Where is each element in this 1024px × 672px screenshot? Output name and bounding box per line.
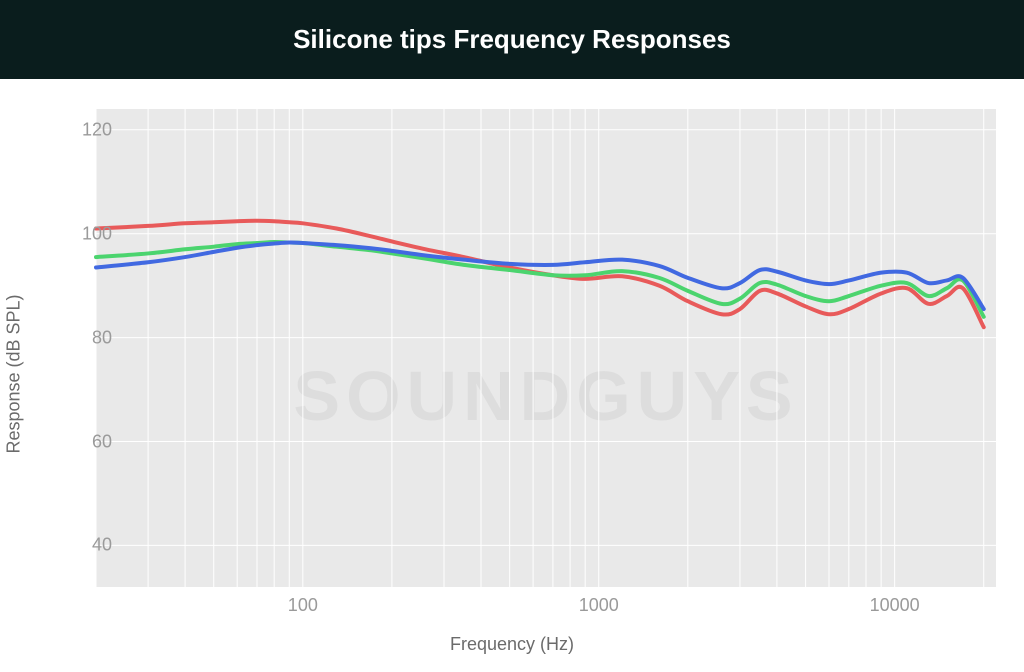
xtick-10000: 10000 bbox=[870, 595, 920, 616]
ytick-40: 40 bbox=[92, 535, 112, 556]
ytick-120: 120 bbox=[82, 119, 112, 140]
ytick-60: 60 bbox=[92, 431, 112, 452]
xtick-100: 100 bbox=[288, 595, 318, 616]
x-axis-label: Frequency (Hz) bbox=[450, 634, 574, 655]
xtick-1000: 1000 bbox=[579, 595, 619, 616]
gridlines bbox=[96, 109, 996, 587]
chart-container: Response (dB SPL) Frequency (Hz) SOUNDGU… bbox=[0, 79, 1024, 669]
plot-area: SOUNDGUYS bbox=[96, 109, 996, 587]
plot-svg bbox=[96, 109, 996, 587]
ytick-100: 100 bbox=[82, 223, 112, 244]
chart-title: Silicone tips Frequency Responses bbox=[293, 24, 731, 54]
chart-title-banner: Silicone tips Frequency Responses bbox=[0, 0, 1024, 79]
y-axis-label: Response (dB SPL) bbox=[4, 294, 25, 453]
ytick-80: 80 bbox=[92, 327, 112, 348]
